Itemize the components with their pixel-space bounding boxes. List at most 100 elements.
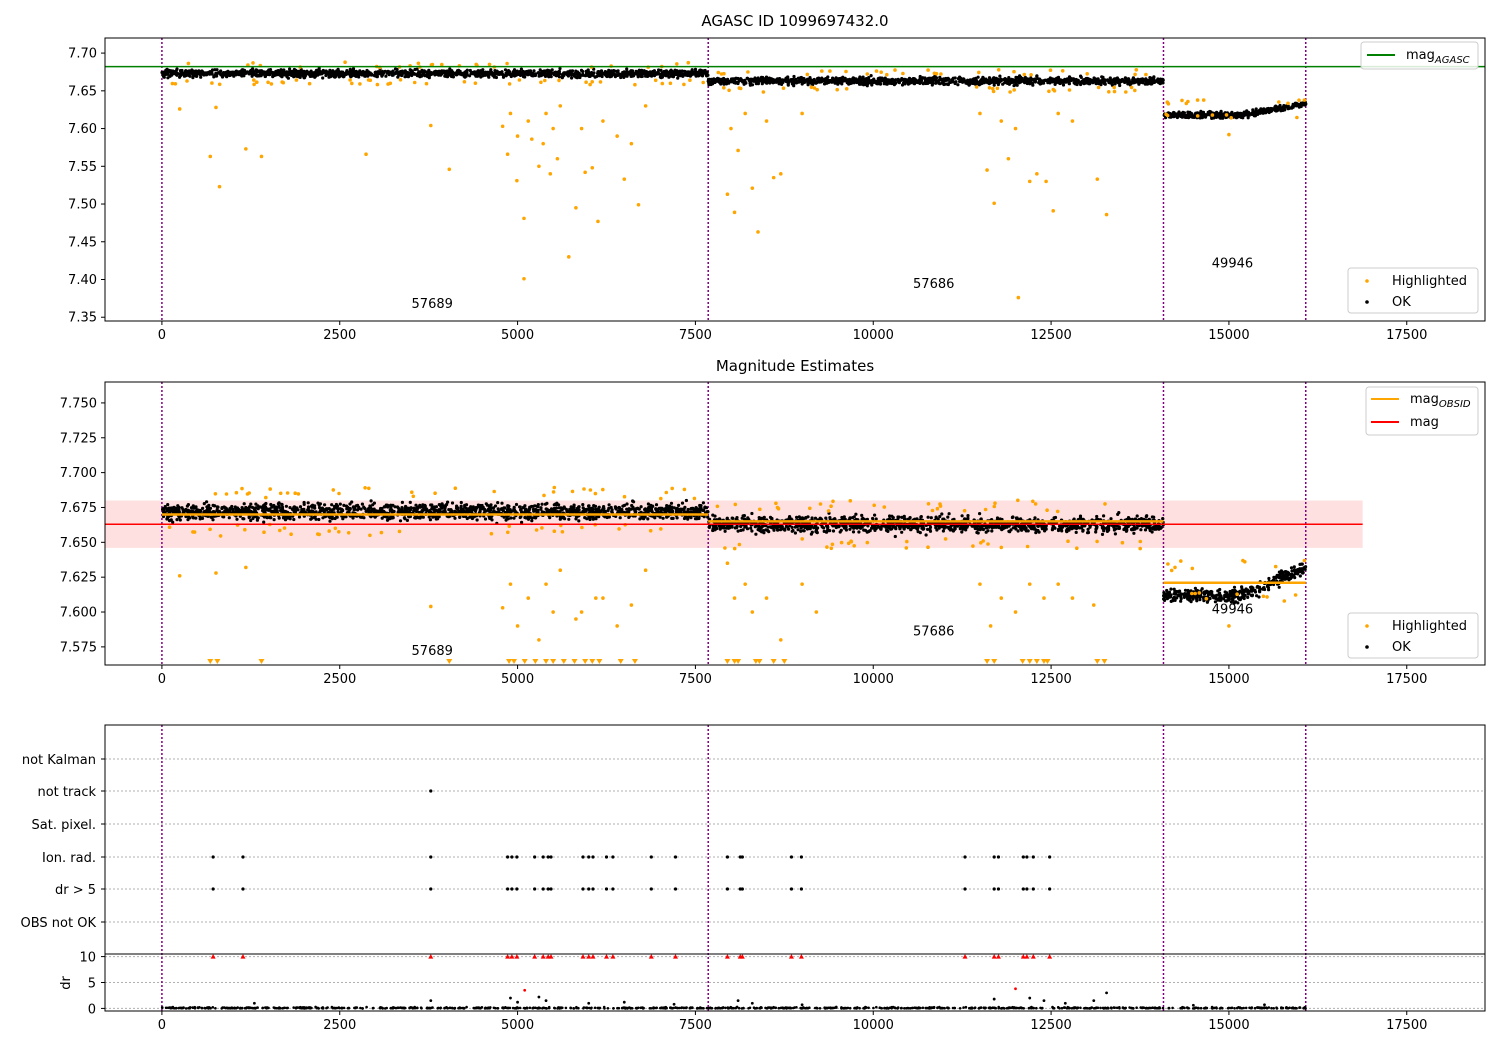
ok-point (471, 508, 474, 511)
highlighted-point (1028, 180, 1032, 184)
ok-point (492, 506, 495, 509)
ok-point (249, 70, 252, 73)
ok-point (512, 517, 515, 520)
highlighted-point (615, 134, 619, 138)
ok-point (1057, 81, 1060, 84)
highlighted-point (1130, 86, 1134, 90)
ok-point (360, 516, 363, 519)
x-tick-label: 12500 (1030, 328, 1071, 343)
ok-point (232, 75, 235, 78)
ok-point (438, 508, 441, 511)
ok-point (1125, 77, 1128, 80)
ok-point (356, 71, 359, 74)
ok-point (1001, 83, 1004, 86)
ok-point (595, 75, 598, 78)
ok-point (587, 504, 590, 507)
highlighted-point (1297, 98, 1301, 102)
ok-point (192, 516, 195, 519)
highlighted-point (1008, 90, 1012, 94)
ok-point (328, 520, 331, 523)
highlighted-point (1061, 69, 1065, 73)
highlighted-point (1185, 102, 1189, 106)
ok-point (559, 518, 562, 521)
ok-point (640, 505, 643, 508)
ok-point (1221, 115, 1224, 118)
y-tick-label: 7.65 (68, 84, 97, 99)
ok-point (430, 72, 433, 75)
ok-point (1279, 106, 1282, 109)
ok-point (468, 74, 471, 77)
highlighted-point (295, 78, 299, 82)
ok-point (390, 71, 393, 74)
ok-point (291, 508, 294, 511)
highlighted-point (178, 107, 182, 111)
ok-point (254, 506, 257, 509)
highlighted-point (879, 70, 883, 74)
highlighted-point (885, 73, 889, 77)
ok-point (306, 72, 309, 75)
ok-point (874, 81, 877, 84)
highlighted-point (558, 104, 562, 108)
ok-point (435, 72, 438, 75)
ok-point (254, 510, 257, 513)
ok-point (1159, 82, 1162, 85)
ok-point (468, 507, 471, 510)
highlighted-point (1035, 172, 1039, 176)
highlighted-point (518, 78, 522, 82)
ok-point (1244, 112, 1247, 115)
ok-point (1206, 113, 1209, 116)
ok-point (388, 517, 391, 520)
ok-point (608, 503, 611, 506)
x-tick-label: 0 (158, 328, 166, 343)
ok-point (910, 79, 913, 82)
x-tick-label: 5000 (501, 328, 534, 343)
ok-point (581, 73, 584, 76)
ok-point (879, 83, 882, 86)
ok-point (705, 510, 708, 513)
ok-point (746, 77, 749, 80)
ok-point (619, 516, 622, 519)
ok-point (193, 507, 196, 510)
ok-point (337, 510, 340, 513)
ok-point (766, 81, 769, 84)
highlighted-point (1167, 102, 1171, 106)
ok-point (1185, 116, 1188, 119)
highlighted-point (413, 81, 417, 85)
ok-point (287, 73, 290, 76)
ok-point (600, 69, 603, 72)
highlighted-point (429, 124, 433, 128)
highlighted-point (567, 255, 571, 259)
ok-point (935, 76, 938, 79)
ok-point (455, 505, 458, 508)
ok-point (1255, 110, 1258, 113)
highlighted-point (756, 230, 760, 234)
ok-point (1048, 79, 1051, 82)
legend-ok-label: OK (1392, 295, 1411, 310)
ok-point (193, 73, 196, 76)
highlighted-point (574, 206, 578, 210)
ok-point (490, 518, 493, 521)
ok-point (446, 72, 449, 75)
highlighted-point (548, 172, 552, 176)
ok-point (429, 518, 432, 521)
ok-point (370, 73, 373, 76)
ok-point (770, 77, 773, 80)
ok-point (576, 76, 579, 79)
ok-point (515, 503, 518, 506)
ok-point (300, 508, 303, 511)
ok-point (340, 72, 343, 75)
ok-point (841, 76, 844, 79)
ok-point (414, 515, 417, 518)
ok-point (553, 503, 556, 506)
ok-point (507, 505, 510, 508)
ok-point (178, 76, 181, 79)
ok-point (224, 506, 227, 509)
ok-point (964, 82, 967, 85)
ok-point (489, 68, 492, 71)
ok-point (1099, 83, 1102, 86)
ok-point (942, 77, 945, 80)
ok-point (506, 508, 509, 511)
ok-point (734, 80, 737, 83)
ok-point (243, 502, 246, 505)
ok-point (176, 72, 179, 75)
